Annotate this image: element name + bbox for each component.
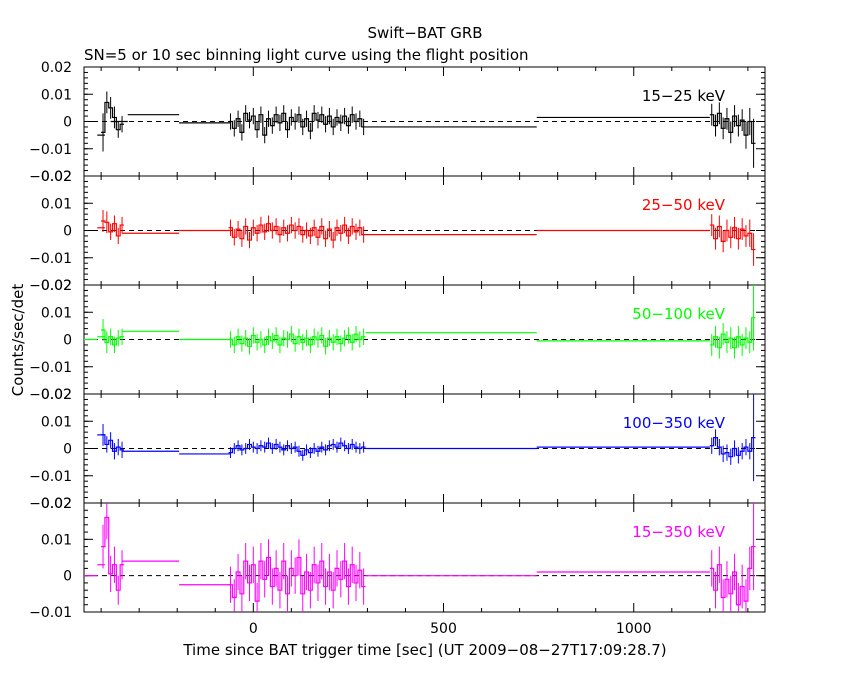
panel-5: −0.01 0 0.01 0.02 0 500 1000 15−350 keV	[29, 496, 766, 637]
panel-3: −0.02 −0.01 0 0.01 0.02 50−100 keV	[29, 278, 766, 403]
series-line	[101, 317, 756, 349]
band-label: 15−25 keV	[642, 87, 726, 105]
y-tick-label: −0.02	[29, 278, 72, 294]
x-tick-label: 0	[249, 621, 258, 637]
y-tick-label: 0.01	[41, 87, 72, 103]
y-tick-label: 0.02	[41, 169, 72, 185]
chart-subtitle: SN=5 or 10 sec binning light curve using…	[84, 46, 529, 64]
y-tick-label: 0	[63, 569, 72, 585]
band-label: 100−350 keV	[623, 414, 726, 432]
band-label: 25−50 keV	[642, 196, 726, 214]
x-axis-label: Time since BAT trigger time [sec] (UT 20…	[182, 641, 666, 659]
y-tick-label: 0	[63, 442, 72, 458]
panels: −0.02 −0.01 0 0.01 0.02 15−25 keV −0.02 −0.01 0 0…	[29, 60, 766, 637]
panel-frame	[83, 502, 766, 613]
y-tick-label: 0	[63, 224, 72, 240]
y-tick-label: −0.02	[29, 496, 72, 512]
band-label: 15−350 keV	[632, 523, 725, 541]
series-line	[101, 220, 756, 251]
panel-4: −0.02 −0.01 0 0.01 0.02 100−350 keV	[29, 387, 766, 512]
y-tick-label: 0	[63, 333, 72, 349]
y-tick-label: −0.01	[29, 142, 72, 158]
band-label: 50−100 keV	[632, 305, 725, 323]
y-tick-label: 0.02	[41, 387, 72, 403]
y-tick-label: −0.01	[29, 469, 72, 485]
y-tick-label: −0.01	[29, 360, 72, 376]
y-tick-label: 0.02	[41, 60, 72, 76]
panel-2: −0.02 −0.01 0 0.01 0.02 25−50 keV	[29, 169, 766, 294]
y-axis-label: Counts/sec/det	[9, 284, 27, 397]
y-tick-label: 0.01	[41, 305, 72, 321]
panel-1: −0.02 −0.01 0 0.01 0.02 15−25 keV	[29, 60, 766, 185]
series-line	[101, 101, 756, 144]
chart-title: Swift−BAT GRB	[367, 24, 482, 42]
y-tick-label: 0.01	[41, 532, 72, 548]
y-tick-label: 0	[63, 115, 72, 131]
y-tick-label: 0.02	[41, 496, 72, 512]
x-tick-label: 500	[430, 621, 457, 637]
y-tick-label: −0.02	[29, 387, 72, 403]
y-tick-label: −0.02	[29, 169, 72, 185]
y-tick-label: −0.01	[29, 605, 72, 621]
series-line	[101, 516, 756, 606]
series-line	[101, 434, 756, 458]
y-tick-label: −0.01	[29, 251, 72, 267]
y-tick-label: 0.01	[41, 196, 72, 212]
y-tick-label: 0.02	[41, 278, 72, 294]
y-tick-label: 0.01	[41, 414, 72, 430]
x-tick-label: 1000	[616, 621, 652, 637]
